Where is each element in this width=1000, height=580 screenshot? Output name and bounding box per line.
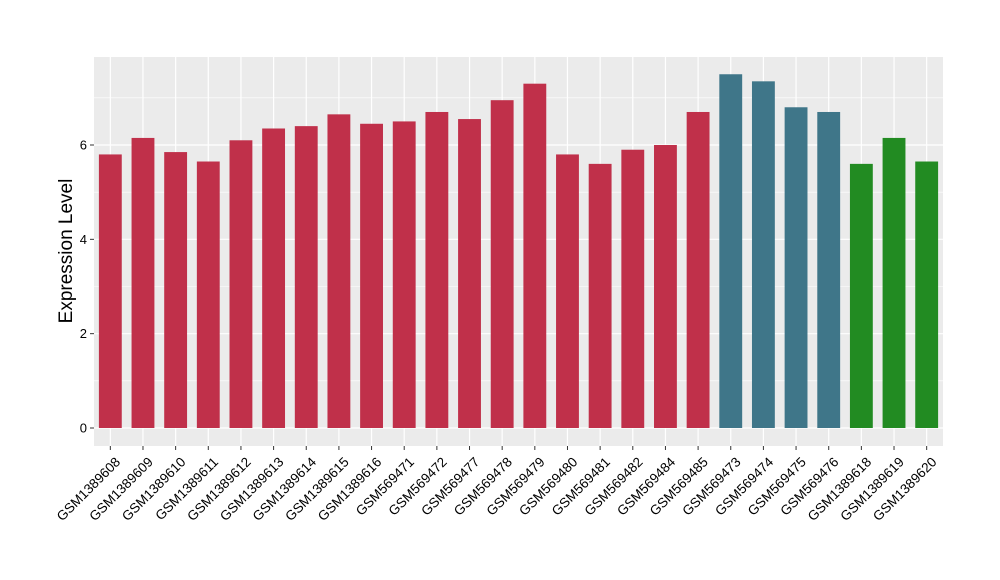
bar-GSM569475 bbox=[784, 107, 808, 429]
bar-GSM1389612 bbox=[229, 140, 253, 429]
bar-GSM1389619 bbox=[882, 137, 906, 429]
bar-GSM569481 bbox=[588, 163, 612, 428]
bar-GSM1389611 bbox=[196, 161, 220, 428]
bar-GSM1389614 bbox=[294, 126, 318, 428]
bar-GSM1389620 bbox=[915, 161, 939, 428]
y-axis-label: Expression Level bbox=[56, 179, 77, 324]
plot-panel bbox=[94, 57, 943, 446]
bar-GSM1389609 bbox=[131, 137, 155, 429]
bar-GSM1389615 bbox=[327, 114, 351, 428]
bar-GSM569472 bbox=[425, 111, 449, 428]
bar-GSM1389616 bbox=[360, 123, 383, 429]
bar-GSM1389610 bbox=[164, 152, 188, 428]
bar-GSM569480 bbox=[556, 154, 579, 428]
bar-GSM569484 bbox=[654, 145, 677, 428]
bar-GSM569485 bbox=[686, 111, 710, 428]
y-tick-label: 0 bbox=[80, 421, 87, 436]
bar-GSM1389608 bbox=[98, 154, 122, 428]
y-axis: 0 2 4 6 bbox=[80, 138, 94, 436]
bar-GSM569477 bbox=[458, 119, 481, 428]
y-tick-label: 4 bbox=[80, 232, 87, 247]
bar-GSM569473 bbox=[719, 74, 743, 428]
bar-GSM569471 bbox=[392, 121, 416, 429]
bar-GSM569474 bbox=[751, 81, 775, 428]
bar-GSM569478 bbox=[490, 100, 514, 429]
bar-GSM569476 bbox=[817, 111, 841, 428]
y-tick-label: 2 bbox=[80, 326, 87, 341]
bars bbox=[98, 74, 939, 429]
bar-GSM1389618 bbox=[849, 163, 873, 428]
bar-GSM569479 bbox=[523, 83, 547, 428]
bar-GSM1389613 bbox=[262, 128, 286, 428]
bar-GSM569482 bbox=[621, 149, 645, 428]
x-axis: GSM1389608GSM1389609GSM1389610GSM1389611… bbox=[54, 446, 940, 524]
y-tick-label: 6 bbox=[80, 138, 87, 153]
